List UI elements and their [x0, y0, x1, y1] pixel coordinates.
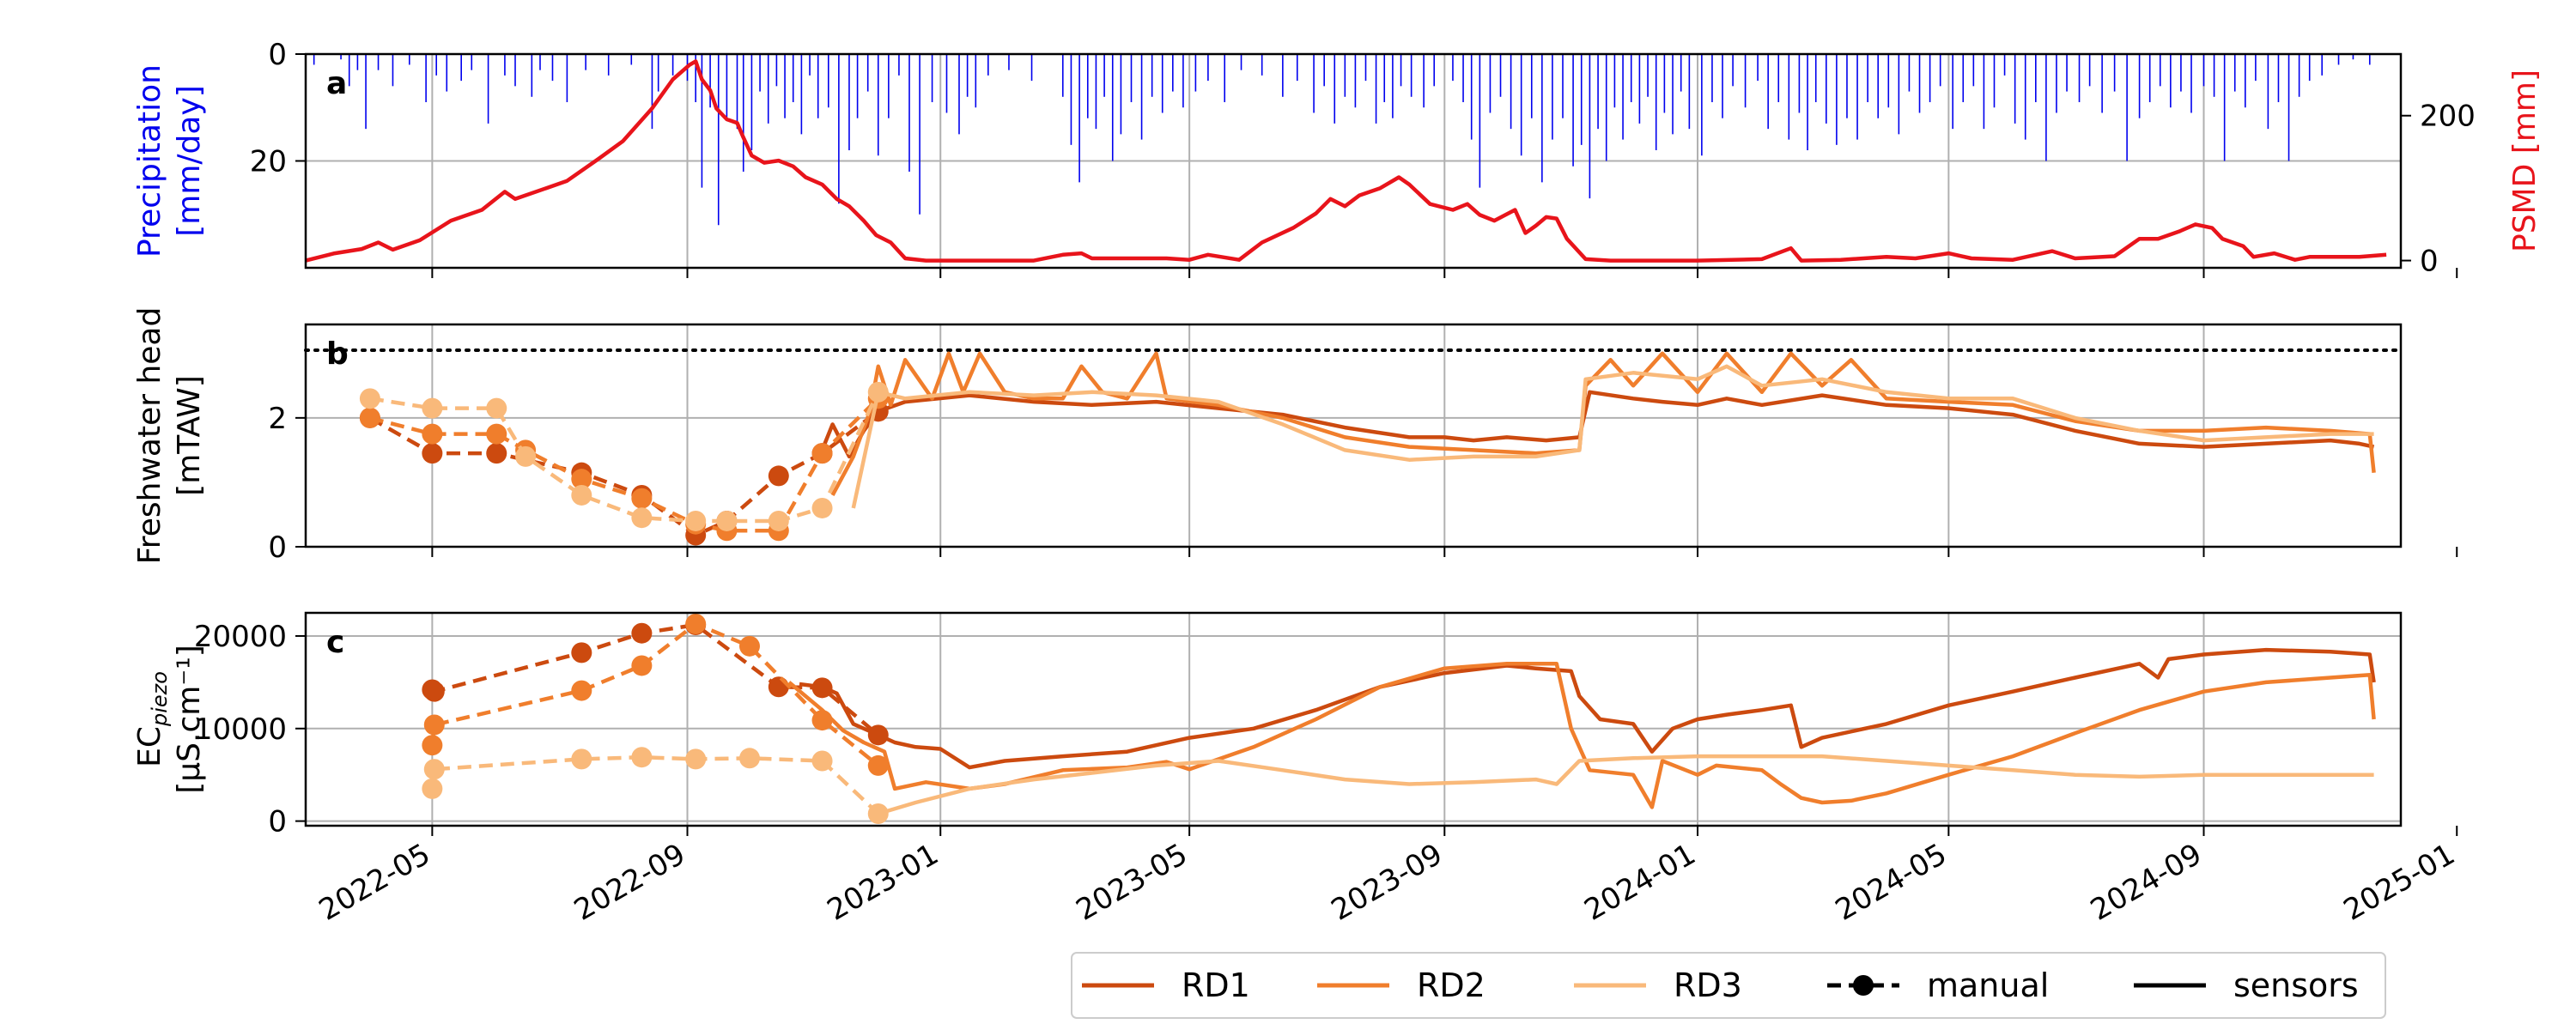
legend-entry-manual-label: manual [1927, 966, 2049, 1004]
manual-point-rd2 [738, 635, 760, 657]
manual-point-rd3 [515, 445, 537, 467]
manual-line-rd1 [368, 409, 880, 538]
manual-point-rd2 [631, 488, 653, 509]
manual-point-rd2 [631, 655, 653, 676]
panel-b-y-tick-label: 2 [268, 402, 287, 436]
manual-point-rd3 [631, 747, 653, 768]
panel-b-ylabel-line: Freshwater head [132, 307, 167, 565]
sensor-line-rd3 [851, 364, 2374, 509]
manual-point-rd3 [685, 748, 707, 770]
manual-point-rd2 [422, 423, 443, 445]
manual-point-rd2 [359, 407, 380, 428]
panel-b-ylabel-line: [mTAW] [172, 375, 207, 496]
manual-point-rd3 [422, 397, 443, 419]
panel-c-y-tick-label: 20000 [194, 620, 287, 654]
manual-point-rd2 [685, 613, 707, 634]
manual-point-rd3 [738, 748, 760, 769]
manual-point-rd1 [486, 443, 507, 464]
manual-point-rd1 [422, 443, 443, 464]
manual-point-rd2 [811, 710, 833, 731]
manual-point-rd1 [571, 642, 592, 663]
panel-a-ylabel-line: [mm/day] [172, 85, 207, 237]
manual-point-rd3 [571, 748, 592, 770]
panel-a-letter: a [326, 66, 347, 101]
manual-line-rd3 [430, 754, 880, 815]
manual-point-rd3 [571, 484, 592, 506]
legend-entry-sensors-label: sensors [2233, 966, 2359, 1004]
data-layer [304, 54, 2403, 824]
sensor-line-rd1 [799, 647, 2376, 770]
manual-point-rd2 [811, 443, 833, 464]
sensor-line-rd2 [830, 351, 2376, 496]
manual-point-rd3 [768, 510, 789, 531]
manual-line-rd2 [430, 621, 880, 767]
manual-point-rd2 [571, 469, 592, 490]
manual-point-rd3 [631, 507, 653, 529]
panel-c-y-tick-label: 0 [268, 805, 287, 839]
manual-point-rd3 [685, 510, 707, 531]
manual-point-rd1 [631, 622, 653, 644]
manual-point-rd3 [423, 759, 445, 780]
manual-point-rd3 [716, 510, 738, 531]
manual-point-rd2 [867, 754, 889, 776]
legend-entry-rd3-label: RD3 [1674, 966, 1742, 1004]
manual-point-rd3 [811, 750, 833, 772]
legend-box [1071, 952, 2386, 1019]
psmd-line [305, 59, 2387, 263]
panel-a-y-tick-label: 0 [268, 38, 287, 72]
sensor-line-rd2 [787, 662, 2376, 809]
panel-a-y-tick-label: 20 [250, 145, 287, 179]
manual-point-rd2 [423, 714, 445, 736]
manual-point-rd1 [423, 681, 445, 702]
panel-a-right-ylabel: PSMD [mm] [2507, 70, 2543, 252]
manual-point-rd2 [571, 680, 592, 701]
manual-point-rd1 [867, 724, 889, 746]
legend-entry-rd2-label: RD2 [1417, 966, 1485, 1004]
panel-b-frame [304, 323, 2403, 548]
sensor-line-rd1 [820, 390, 2375, 459]
manual-point-rd3 [867, 381, 889, 403]
manual-point-rd2 [422, 735, 443, 756]
panel-c-ylabel-line: ECpiezo [132, 671, 172, 767]
legend-entry-rd1-label: RD1 [1182, 966, 1250, 1004]
manual-point-rd1 [768, 465, 789, 487]
legend-entry-manual-marker [1853, 975, 1874, 996]
manual-point-rd3 [359, 388, 380, 409]
panel-c-ylabel-line: [µS.cm⁻¹] [172, 645, 207, 794]
panel-a-right-tick-label: 200 [2420, 100, 2476, 134]
panel-a-ylabel-line: Precipitation [132, 64, 167, 258]
panel-c-letter: c [326, 625, 344, 660]
legend: RD1 RD2 RD3 manual sensors [1071, 952, 2386, 1019]
sensor-line-rd3 [878, 754, 2374, 816]
panel-a-right-tick-label: 0 [2420, 245, 2439, 279]
panel-b-letter: b [326, 336, 349, 372]
panel-b-y-tick-label: 0 [268, 530, 287, 565]
manual-point-rd1 [768, 676, 789, 698]
manual-point-rd1 [811, 677, 833, 699]
manual-point-rd3 [811, 497, 833, 518]
panel-c-frame [304, 611, 2403, 827]
manual-point-rd2 [486, 423, 507, 445]
manual-point-rd3 [867, 803, 889, 824]
panel-c-y-tick-label: 10000 [194, 712, 287, 747]
manual-point-rd3 [486, 397, 507, 419]
manual-point-rd3 [422, 778, 443, 799]
